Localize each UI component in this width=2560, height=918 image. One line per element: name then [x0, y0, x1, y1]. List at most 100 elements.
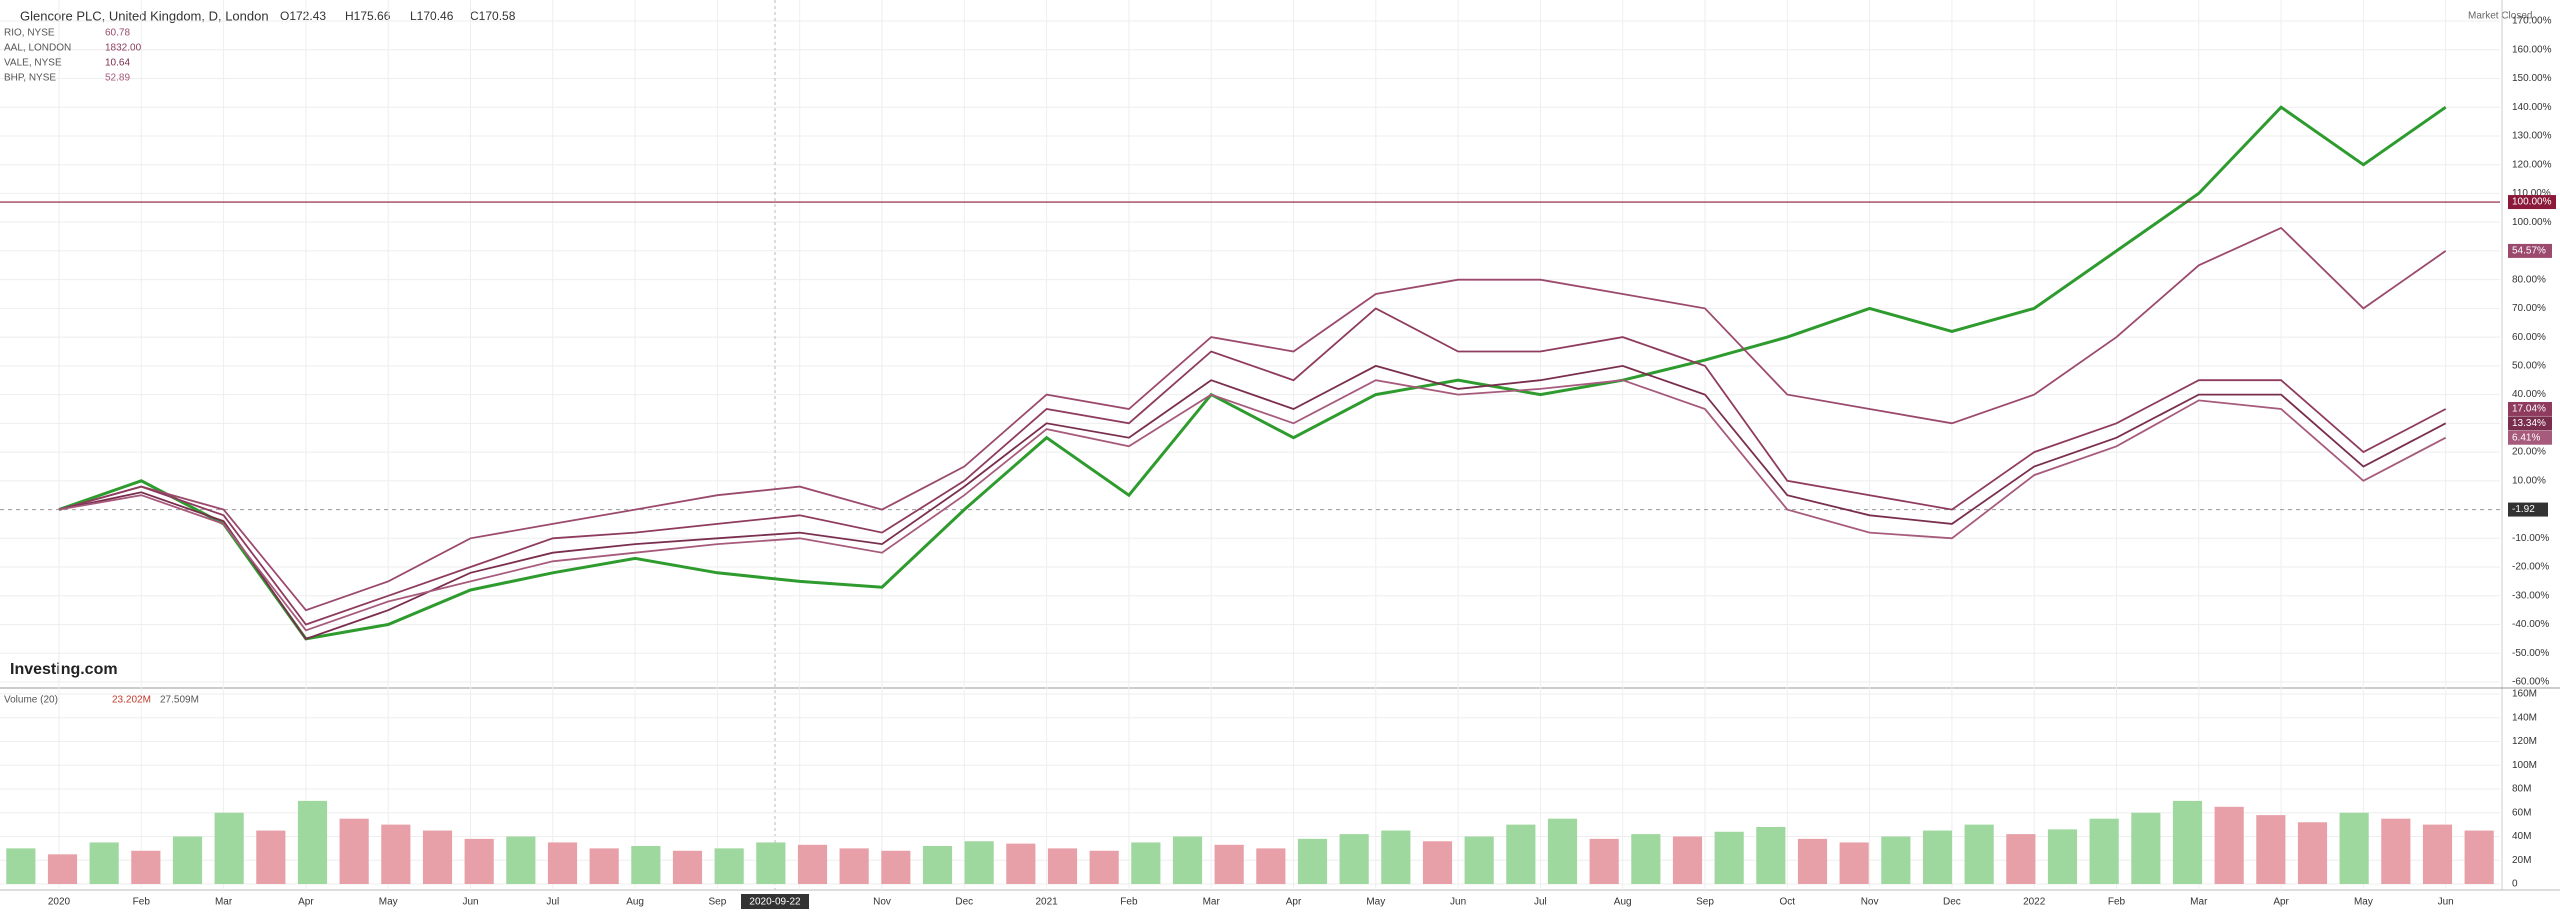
y-tick-label: 80M — [2512, 784, 2531, 795]
ohlc-open: O172.43 — [280, 9, 326, 23]
volume-bar — [131, 850, 161, 884]
volume-bar — [2047, 829, 2078, 884]
x-tick-label: Feb — [133, 897, 151, 908]
y-tick-label: 140M — [2512, 712, 2537, 723]
volume-bar — [2256, 815, 2286, 884]
zero-tag-label: -1.92 — [2512, 504, 2535, 515]
volume-bar — [2172, 800, 2203, 884]
volume-bar — [1714, 831, 1744, 884]
volume-bar — [1297, 838, 1328, 884]
legend-value: 1832.00 — [105, 43, 142, 54]
volume-value: 27.509M — [160, 695, 199, 706]
legend-value: 52.89 — [105, 73, 130, 84]
x-tick-label: May — [379, 897, 398, 908]
volume-bar — [1756, 827, 1786, 884]
volume-bar — [1339, 834, 1369, 884]
volume-bar — [297, 800, 328, 884]
volume-bar — [631, 846, 661, 884]
legend-name: RIO, NYSE — [4, 28, 55, 39]
series-line — [58, 364, 2447, 640]
volume-bar — [2131, 812, 2161, 884]
brand: Investing.com — [10, 661, 118, 678]
y-tick-label: 100M — [2512, 760, 2537, 771]
volume-bar — [547, 842, 578, 884]
x-tick-label: Mar — [2190, 897, 2208, 908]
crosshair-tag — [741, 894, 810, 909]
y-tick-label: 110.00% — [2512, 188, 2551, 199]
ohlc-close: C170.58 — [470, 9, 516, 23]
y-tick-label: 120.00% — [2512, 159, 2552, 170]
volume-title: Volume (20) — [4, 695, 58, 706]
volume-bar — [1839, 842, 1869, 884]
zero-tag — [2508, 502, 2548, 517]
volume-bar — [1506, 824, 1536, 884]
y-tick-label: 40M — [2512, 831, 2531, 842]
y-tick-label: 0 — [2512, 879, 2518, 890]
x-tick-label: Aug — [626, 897, 644, 908]
volume-bar — [672, 850, 703, 884]
volume-value: 23.202M — [112, 695, 151, 706]
y-tick-label: -10.00% — [2512, 533, 2549, 544]
x-tick-label: Feb — [1120, 897, 1138, 908]
volume-bar — [2089, 818, 2119, 884]
legend-name: AAL, LONDON — [4, 43, 71, 54]
volume-bar — [2339, 812, 2369, 884]
volume-bar — [1672, 836, 1703, 884]
y-tick-label: 20M — [2512, 855, 2531, 866]
x-tick-label: Jun — [1450, 897, 1466, 908]
y-tick-label: 70.00% — [2512, 303, 2546, 314]
volume-bar — [2297, 822, 2328, 884]
end-tag-label: 6.41% — [2512, 432, 2540, 443]
x-tick-label: Mar — [1203, 897, 1221, 908]
volume-bar — [1006, 843, 1036, 884]
legend-value: 60.78 — [105, 28, 130, 39]
volume-bar — [881, 850, 911, 884]
volume-bar — [1256, 848, 1286, 884]
volume-bar — [47, 854, 78, 884]
y-tick-label: 160M — [2512, 689, 2537, 700]
y-tick-label: -20.00% — [2512, 562, 2549, 573]
volume-bar — [2422, 824, 2453, 884]
volume-bar — [922, 846, 953, 884]
end-tag — [2508, 416, 2552, 431]
y-tick-label: -50.00% — [2512, 648, 2549, 659]
volume-bar — [1214, 844, 1244, 884]
y-tick-label: 10.00% — [2512, 475, 2546, 486]
volume-bar — [1547, 818, 1578, 884]
volume-bar — [797, 844, 828, 884]
y-tick-label: 80.00% — [2512, 274, 2546, 285]
x-tick-label: Nov — [873, 897, 891, 908]
volume-bar — [2381, 818, 2411, 884]
end-tag-label: 54.57% — [2512, 246, 2546, 257]
legend-value: 10.64 — [105, 58, 130, 69]
volume-bar — [172, 836, 203, 884]
price-tag — [2508, 195, 2556, 210]
x-tick-label: Jun — [2438, 897, 2454, 908]
volume-bar — [714, 848, 744, 884]
y-tick-label: 100.00% — [2512, 217, 2552, 228]
series-line — [58, 105, 2447, 641]
volume-bar — [1172, 836, 1203, 884]
volume-bar — [1131, 842, 1161, 884]
y-tick-label: 50.00% — [2512, 361, 2546, 372]
chart-title: Glencore PLC, United Kingdom, D, London — [20, 8, 269, 23]
volume-bar — [6, 848, 36, 884]
ohlc-low: L170.46 — [410, 9, 454, 23]
volume-bar — [1797, 838, 1828, 884]
volume-bar — [2214, 806, 2244, 884]
x-tick-label: Jul — [1534, 897, 1547, 908]
volume-bar — [89, 842, 119, 884]
y-tick-label: 150.00% — [2512, 73, 2552, 84]
x-tick-label: Jun — [462, 897, 478, 908]
x-tick-label: Apr — [1286, 897, 1302, 908]
volume-bar — [339, 818, 369, 884]
volume-bar — [1881, 836, 1911, 884]
end-tag — [2508, 401, 2552, 416]
x-tick-label: Oct — [1780, 897, 1796, 908]
volume-bar — [1964, 824, 1994, 884]
volume-bar — [1089, 850, 1119, 884]
x-tick-label: Mar — [215, 897, 233, 908]
y-tick-label: 170.00% — [2512, 16, 2552, 27]
